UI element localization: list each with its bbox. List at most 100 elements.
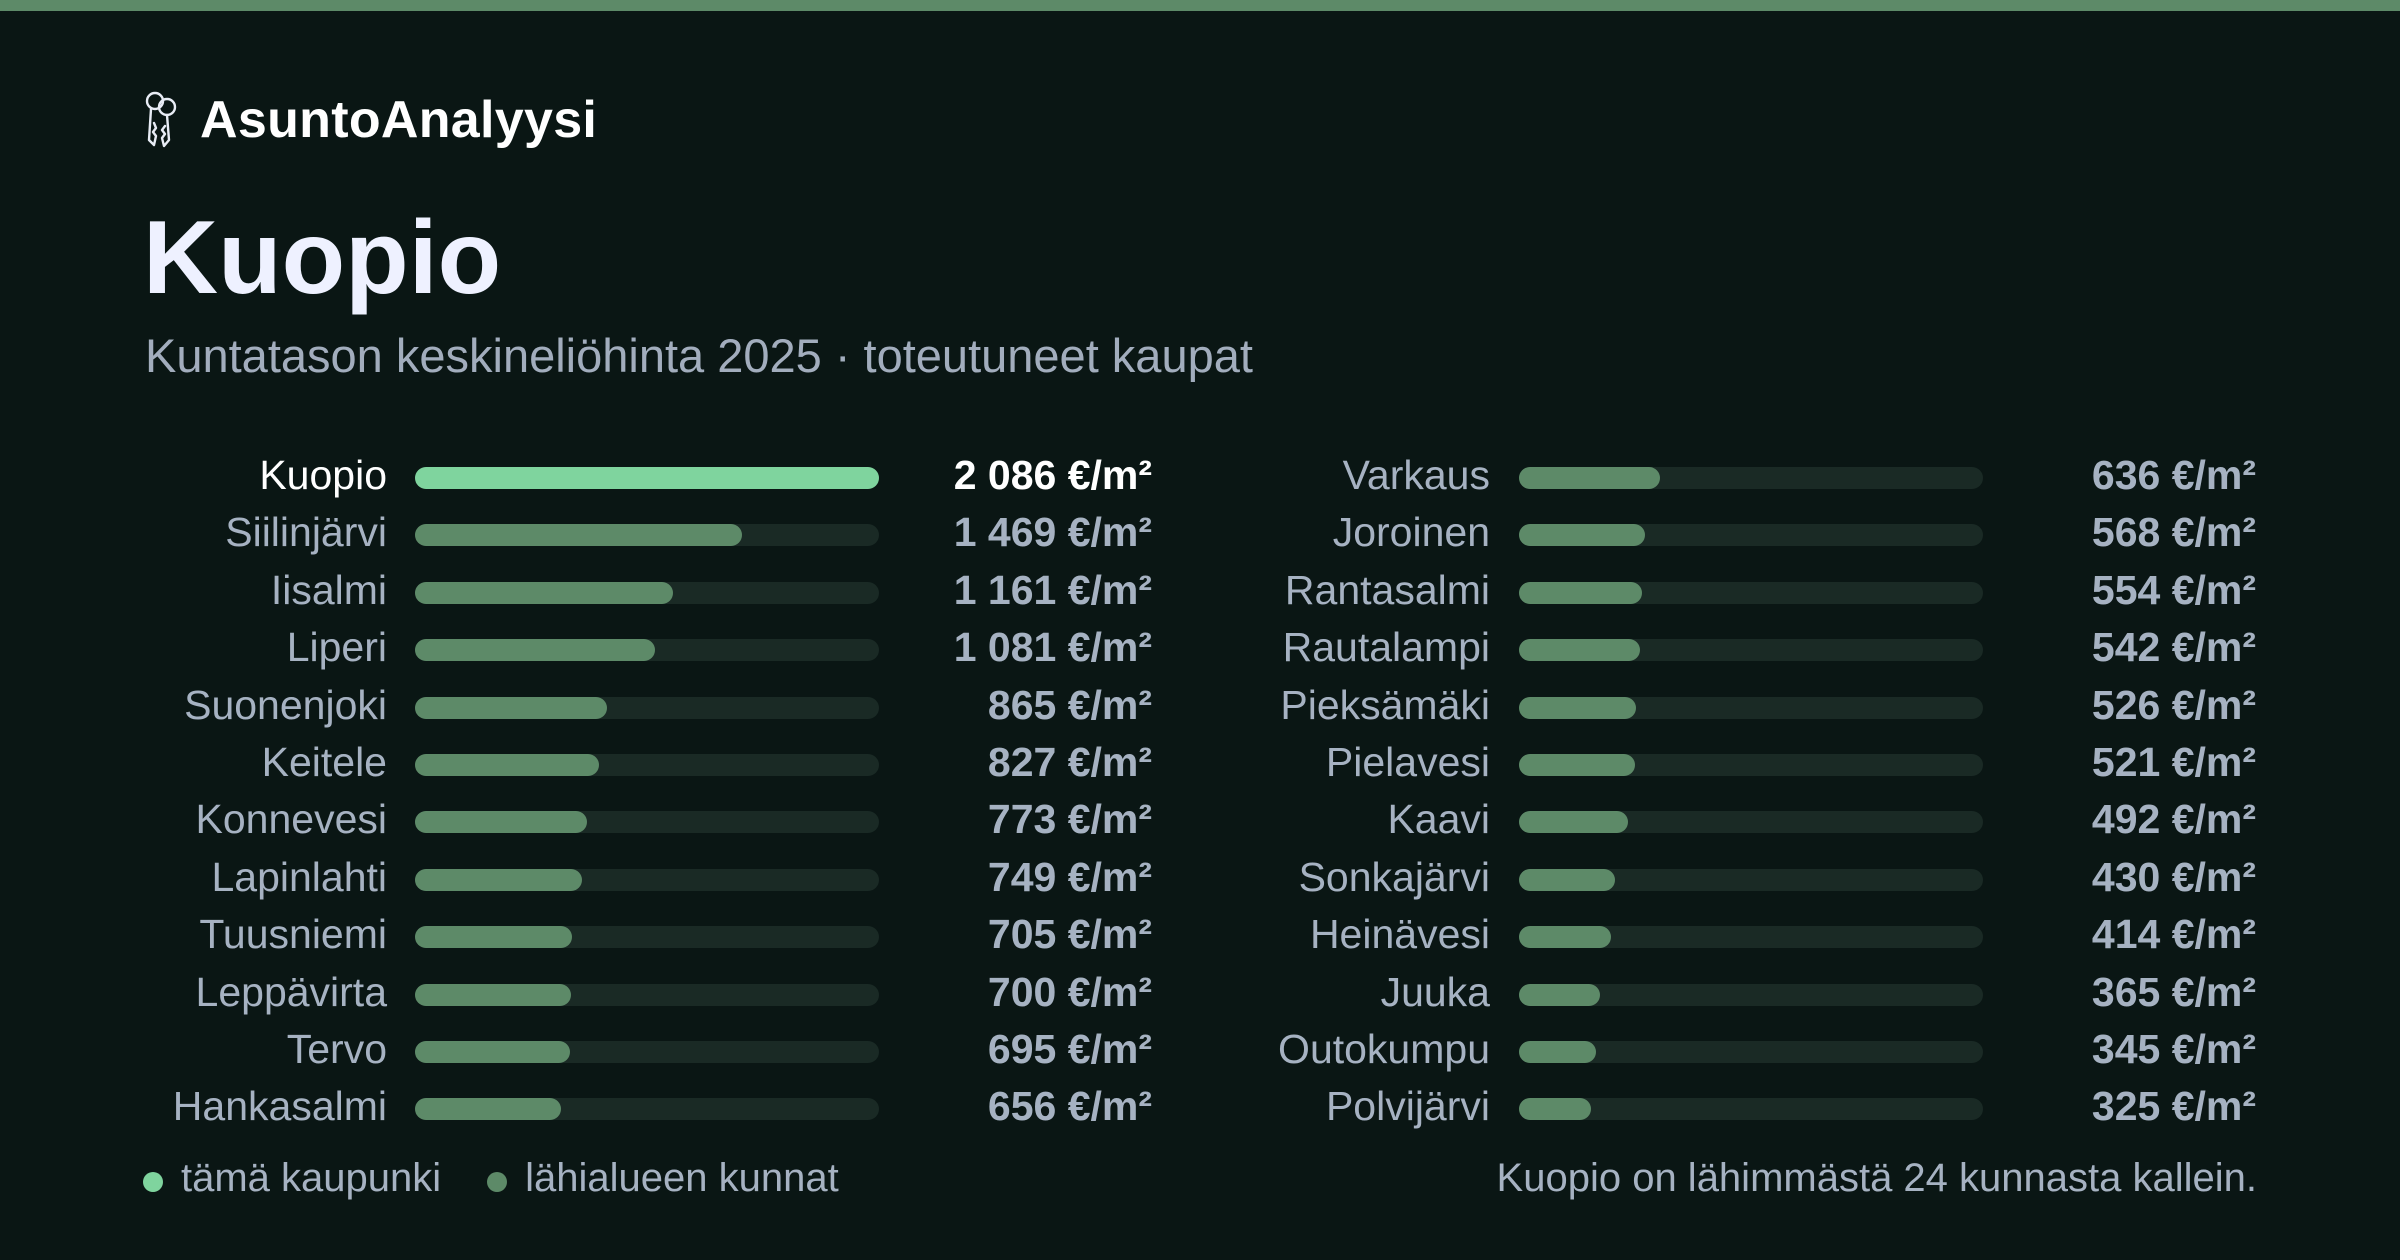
bar-label: Joroinen [1332,509,1490,556]
bar-value-label: 365 €/m² [2091,968,2256,1015]
bar-track [415,868,879,891]
bar-track [415,983,879,1006]
bar-value-label: 636 €/m² [2091,452,2256,498]
bar-value-label: 492 €/m² [2091,796,2256,843]
bar-label: Heinävesi [1309,911,1490,958]
footnote: Kuopio on lähimmästä 24 kunnasta kallein… [1496,1156,2257,1200]
bar-row-14: Rantasalmi 554 €/m² [0,562,2400,619]
bar-track [1519,639,1983,662]
bar-label: Polvijärvi [1325,1083,1490,1130]
legend-dot-nearby [487,1172,508,1192]
bar-row-19: Sonkajärvi 430 €/m² [0,849,2400,906]
bar-row-23: Polvijärvi 325 €/m² [0,1078,2400,1135]
bar-label: Leppävirta [195,968,387,1015]
bar-track [415,811,879,834]
bar [415,639,656,662]
bar-row-22: Outokumpu 345 €/m² [0,1021,2400,1078]
bar [1519,926,1612,949]
bar [1519,1041,1596,1063]
bar-value-label: 430 €/m² [2091,853,2256,900]
bar-label: Liperi [286,624,387,671]
bar-value-label: 1 161 €/m² [953,566,1152,613]
bar-row-0: Kuopio 2 086 €/m² [0,447,2400,504]
bar [415,467,879,489]
keys-icon [145,91,177,148]
bar-value-label: 414 €/m² [2091,911,2256,958]
page-title: Kuopio [143,200,502,316]
bar-row-11: Hankasalmi 656 €/m² [0,1078,2400,1135]
bar [415,868,582,891]
bar-label: Kuopio [259,452,387,498]
bar [1519,581,1643,604]
bar-track [415,581,879,604]
bar-row-3: Liperi 1 081 €/m² [0,619,2400,676]
legend: tämä kaupunki lähialueen kunnat [143,1148,885,1208]
bar [415,524,742,547]
bar-track [415,696,879,719]
bar-row-5: Keitele 827 €/m² [0,734,2400,791]
bar-value-label: 325 €/m² [2091,1083,2256,1130]
bar [1519,811,1629,834]
bar-track [1519,868,1983,891]
bar-value-label: 700 €/m² [987,968,1152,1015]
bar-label: Konnevesi [195,796,387,843]
bar-track [415,754,879,776]
bar-label: Tuusniemi [199,911,387,958]
bar-label: Pieksämäki [1280,681,1490,728]
bar-label: Juuka [1380,968,1490,1015]
bar [1519,868,1615,891]
bar-value-label: 1 081 €/m² [953,624,1152,671]
bar [415,696,608,719]
bar-row-16: Pieksämäki 526 €/m² [0,677,2400,734]
brand: AsuntoAnalyysi [141,88,597,152]
bar-value-label: 2 086 €/m² [953,452,1152,498]
bar-track [415,926,879,949]
bar-label: Keitele [261,739,387,785]
bar-value-label: 568 €/m² [2091,509,2256,556]
bar-value-label: 695 €/m² [987,1026,1152,1072]
bar [1519,467,1661,489]
bar-track [1519,581,1983,604]
bar-label: Pielavesi [1325,739,1490,785]
bar-label: Varkaus [1342,452,1490,498]
bar-track [1519,524,1983,547]
bar-row-10: Tervo 695 €/m² [0,1021,2400,1078]
bar-label: Tervo [286,1026,387,1072]
bar-row-2: Iisalmi 1 161 €/m² [0,562,2400,619]
bar-track [415,524,879,547]
bar-row-18: Kaavi 492 €/m² [0,791,2400,848]
bar-row-4: Suonenjoki 865 €/m² [0,677,2400,734]
bar-value-label: 521 €/m² [2091,739,2256,785]
bar-row-12: Varkaus 636 €/m² [0,447,2400,504]
bar-row-6: Konnevesi 773 €/m² [0,791,2400,848]
bar [1519,639,1640,662]
bar-row-20: Heinävesi 414 €/m² [0,906,2400,963]
bar-row-1: Siilinjärvi 1 469 €/m² [0,504,2400,561]
legend-dot-highlight [143,1172,163,1192]
bar-row-7: Lapinlahti 749 €/m² [0,849,2400,906]
bar-track [1519,467,1983,489]
bar-value-label: 865 €/m² [987,681,1152,728]
bar [1519,983,1601,1006]
bar-label: Hankasalmi [172,1083,387,1130]
bar [415,983,571,1006]
brand-name: AsuntoAnalyysi [200,91,598,149]
bar-label: Iisalmi [270,566,387,613]
bar-value-label: 827 €/m² [987,739,1152,785]
bar-row-17: Pielavesi 521 €/m² [0,734,2400,791]
bar-track [1519,1098,1983,1121]
bar-track [1519,696,1983,719]
bar-value-label: 705 €/m² [987,911,1152,958]
bar [415,1041,570,1063]
bar-track [1519,1041,1983,1063]
page-subtitle: Kuntatason keskineliöhinta 2025 · toteut… [145,329,1253,382]
bar-value-label: 554 €/m² [2091,566,2256,613]
bar-value-label: 542 €/m² [2091,624,2256,671]
bar [1519,696,1636,719]
bar-row-9: Leppävirta 700 €/m² [0,964,2400,1021]
bar [415,754,599,776]
bar-label: Kaavi [1387,796,1490,843]
bar-track [1519,983,1983,1006]
bar [415,581,674,604]
legend-item-this-city: tämä kaupunki [143,1156,441,1201]
